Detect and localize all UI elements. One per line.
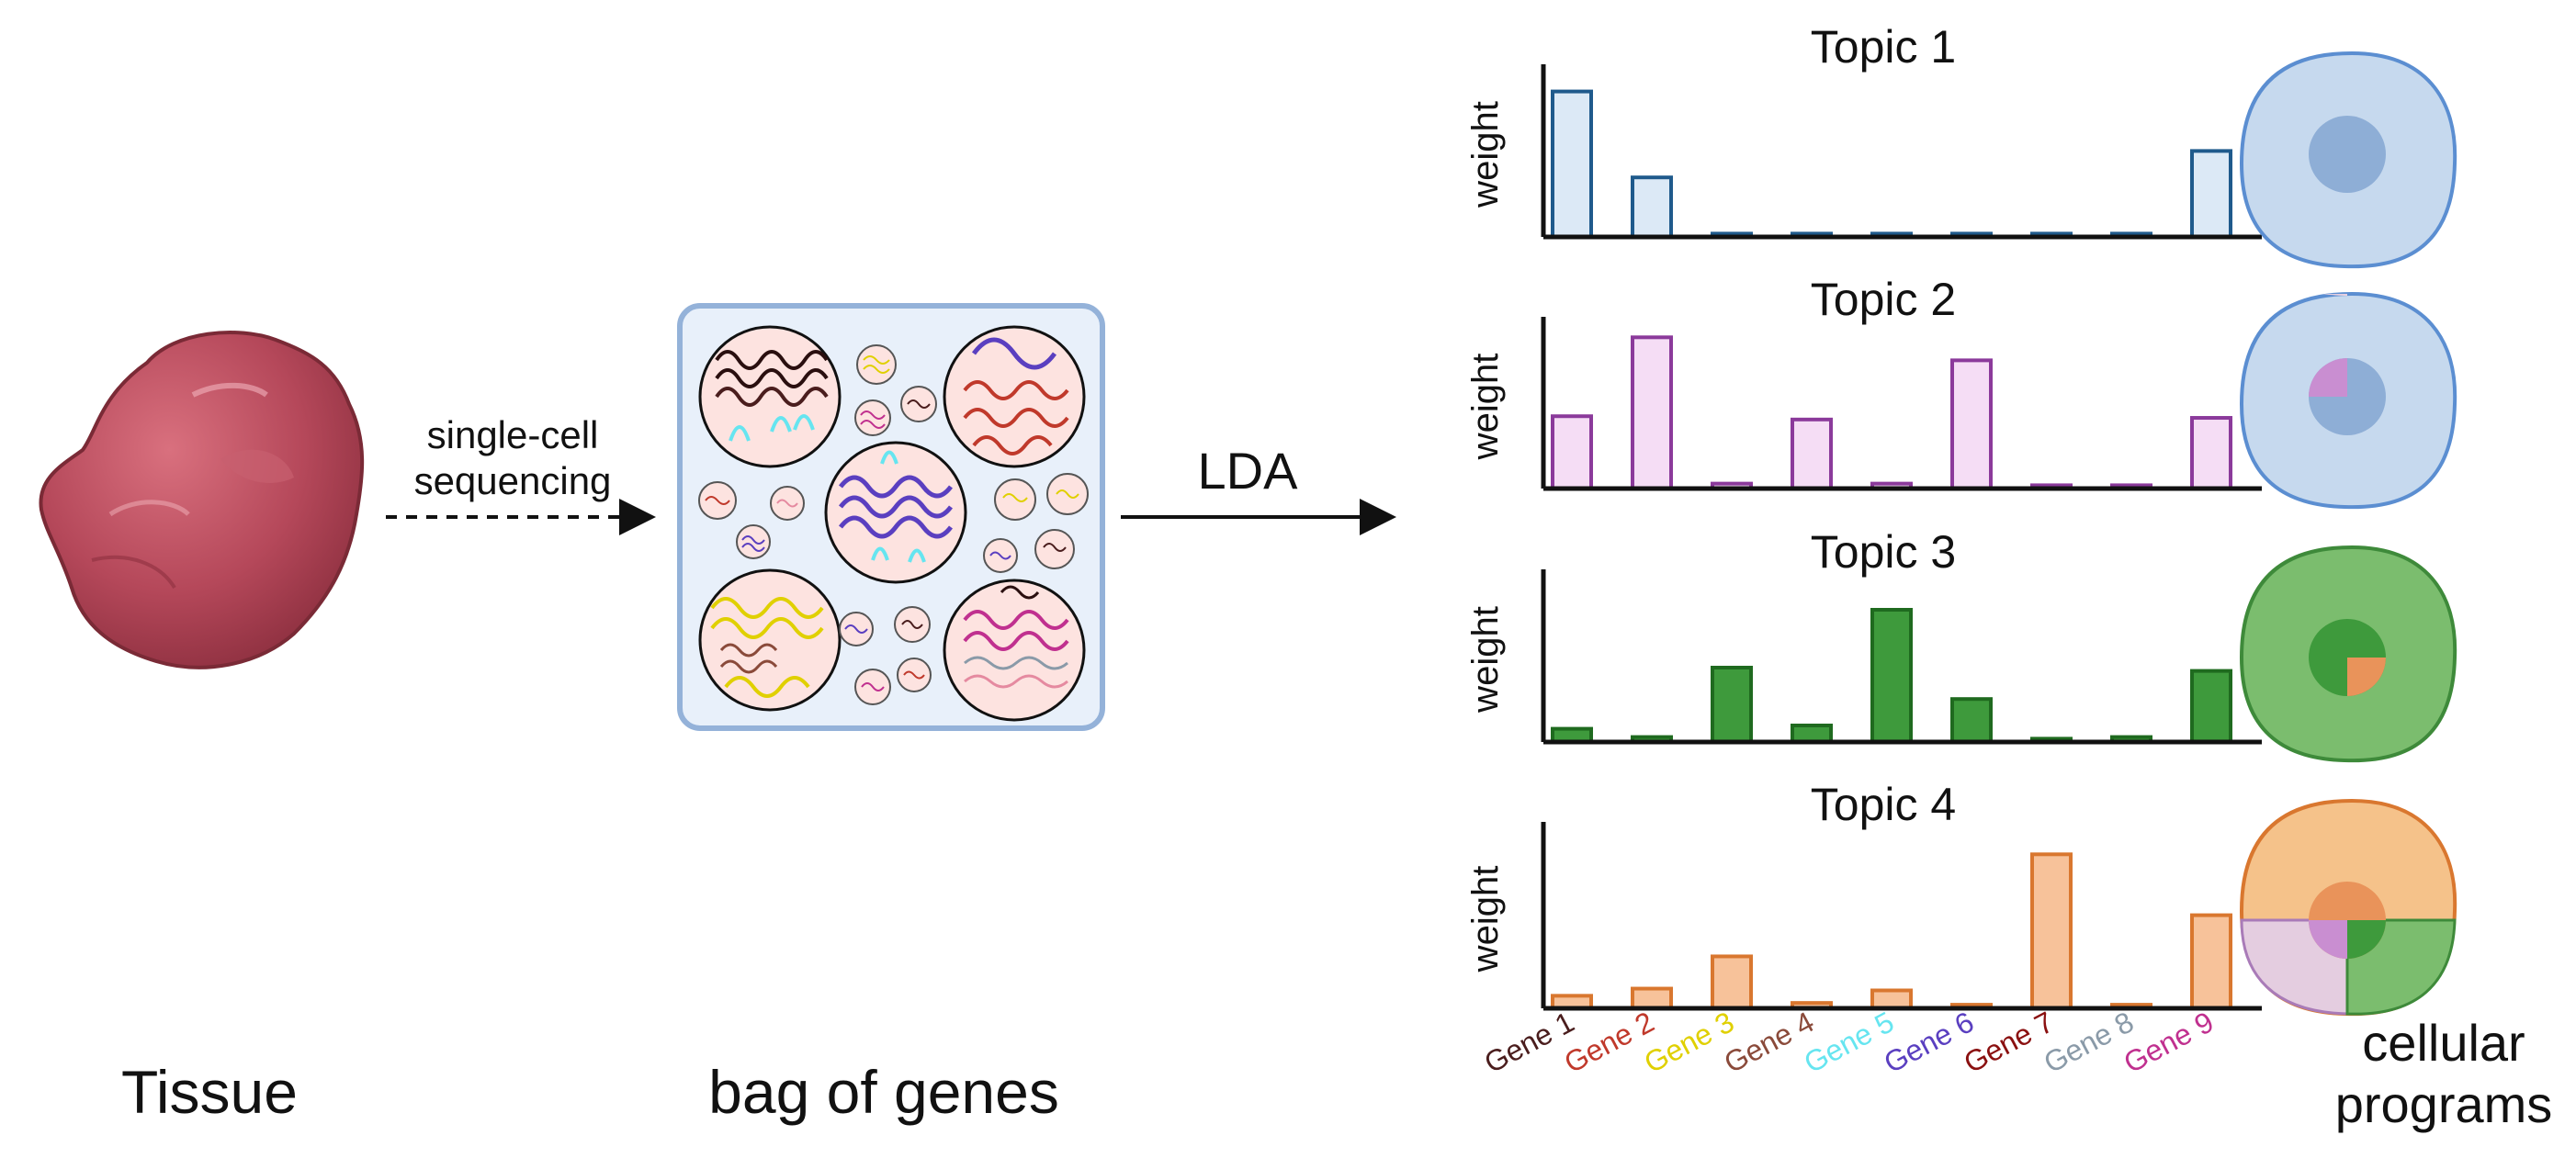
- cell-program-topic3-icon: [2239, 545, 2457, 763]
- bar-topic2-gene9: [2190, 416, 2232, 490]
- gene-label-4: Gene 4: [1719, 1005, 1820, 1079]
- cellular-programs-label-line1: cellular: [2362, 1014, 2525, 1072]
- tissue-icon: [39, 331, 365, 669]
- cell-large-center: [824, 441, 967, 584]
- topic-ylabel-3: weight: [1465, 606, 1506, 714]
- gene-label-5: Gene 5: [1799, 1005, 1900, 1079]
- bar-topic2-gene2: [1631, 335, 1673, 490]
- topic-title-1: Topic 1: [1811, 21, 1956, 73]
- bar-topic3-gene3: [1711, 666, 1753, 744]
- bag-of-genes-box: [677, 303, 1105, 731]
- cell-large-top-right: [943, 325, 1086, 468]
- cell-large-bottom-left: [698, 568, 842, 712]
- topic-ylabel-2: weight: [1465, 354, 1506, 461]
- gene-label-3: Gene 3: [1639, 1005, 1740, 1079]
- sequencing-label-line2: sequencing: [414, 459, 612, 502]
- bar-topic4-gene9: [2190, 913, 2232, 1010]
- topic-ylabel-4: weight: [1465, 866, 1506, 973]
- lda-label: LDA: [1198, 442, 1299, 500]
- topic-ylabel-1: weight: [1465, 101, 1506, 208]
- topic-title-3: Topic 3: [1811, 526, 1956, 578]
- bag-of-genes-label: bag of genes: [708, 1058, 1059, 1126]
- bar-topic4-gene7: [2030, 852, 2073, 1010]
- cellular-programs-label-line2: programs: [2335, 1075, 2553, 1133]
- bar-topic2-gene1: [1551, 414, 1593, 490]
- tissue-label: Tissue: [121, 1058, 298, 1126]
- cell-program-topic2-icon: [2239, 291, 2457, 510]
- gene-label-1: Gene 1: [1479, 1005, 1580, 1079]
- bar-topic4-gene3: [1711, 954, 1753, 1010]
- cell-program-topic1-icon: [2239, 51, 2457, 269]
- bar-topic1-gene2: [1631, 175, 1673, 239]
- bar-topic4-gene5: [1870, 988, 1913, 1010]
- sequencing-label-line1: single-cell: [427, 413, 599, 456]
- gene-label-7: Gene 7: [1959, 1005, 2060, 1079]
- tissue-illustration: [39, 331, 365, 669]
- bar-topic1-gene9: [2190, 149, 2232, 239]
- bar-topic4-gene2: [1631, 986, 1673, 1011]
- bar-topic1-gene1: [1551, 89, 1593, 239]
- gene-label-8: Gene 8: [2039, 1005, 2140, 1079]
- small-cells: [698, 344, 1089, 705]
- bar-topic2-gene6: [1950, 358, 1993, 490]
- topic-title-2: Topic 2: [1811, 274, 1956, 325]
- gene-label-6: Gene 6: [1879, 1005, 1980, 1079]
- topic-title-4: Topic 4: [1811, 779, 1956, 830]
- cellular-programs: [2239, 51, 2457, 1017]
- bar-topic3-gene4: [1791, 724, 1833, 744]
- bar-topic3-gene5: [1870, 608, 1913, 744]
- bar-topic2-gene4: [1791, 417, 1833, 491]
- cell-large-bottom-right: [943, 579, 1086, 722]
- gene-label-9: Gene 9: [2118, 1005, 2220, 1079]
- topic-chart-3: Topic 3 weight: [1465, 526, 2262, 745]
- gene-label-2: Gene 2: [1559, 1005, 1660, 1079]
- topic-chart-4: Topic 4 weight: [1465, 779, 2262, 1011]
- bar-topic3-gene6: [1950, 697, 1993, 745]
- cell-program-topic4-icon: [2239, 798, 2457, 1017]
- topic-chart-1: Topic 1 weight: [1465, 21, 2262, 240]
- cell-large-top-left: [698, 325, 842, 468]
- bar-topic3-gene9: [2190, 669, 2232, 744]
- topic-chart-2: Topic 2 weight: [1465, 274, 2262, 491]
